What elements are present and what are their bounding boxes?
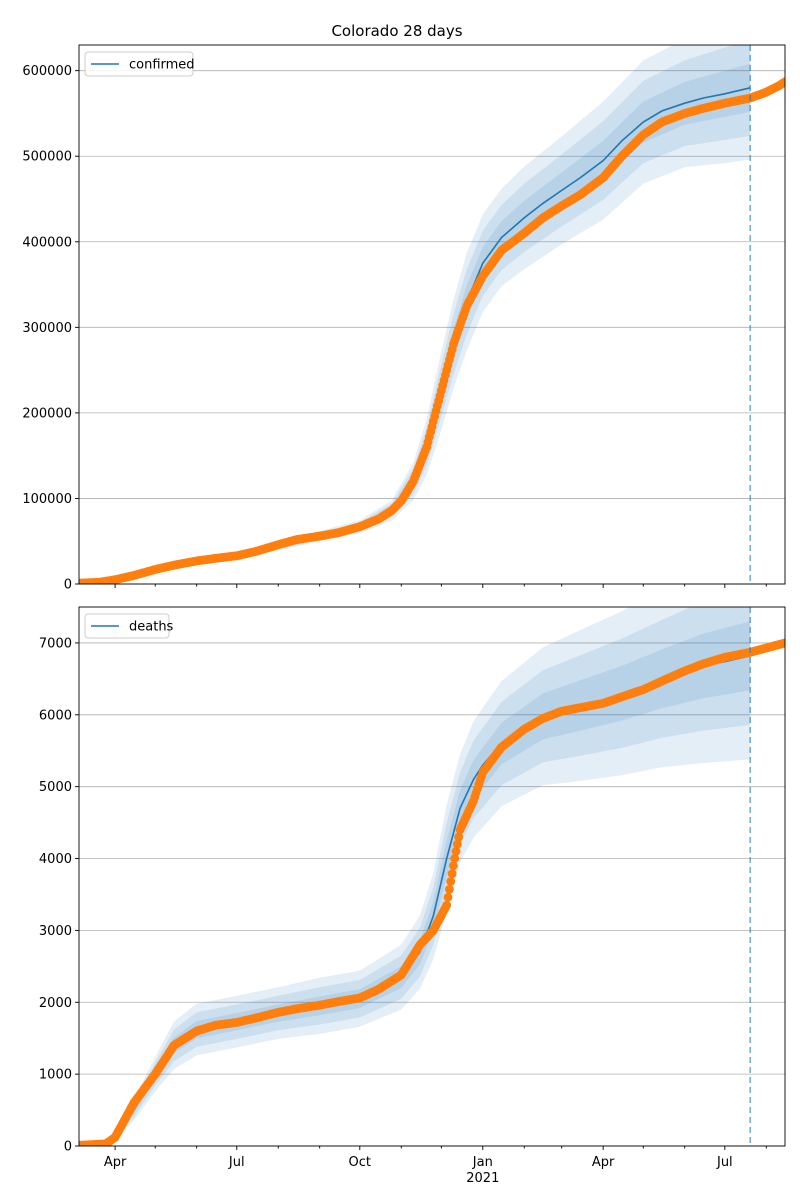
observed-point [442,900,452,910]
observed-points [79,638,785,1146]
x-tick-label: Jul [716,1155,733,1170]
legend: confirmed [84,51,195,77]
x-tick-label: Oct [349,1155,371,1170]
observed-point [447,869,457,878]
y-tick-label: 3000 [39,924,72,939]
x-year-label: 2021 [466,1171,499,1186]
legend-label: confirmed [129,58,195,73]
confirmed-panel: 0 100000 200000 300000 400000 500000 600000 con… [22,44,786,593]
plot-area [79,607,785,1146]
y-tick-label: 100000 [22,492,72,507]
observed-point [451,846,461,856]
legend-box [84,51,194,77]
observed-point [443,892,453,902]
legend-label: deaths [129,620,174,635]
observed-point [453,839,462,849]
y-tick-label: 200000 [22,406,72,421]
y-tick-label: 7000 [39,636,72,651]
band-outer [79,45,751,584]
plot-area [79,45,785,584]
band-inner [79,621,751,1146]
y-tick-label: 6000 [39,708,72,723]
deaths-panel: 0 1000 2000 3000 4000 5000 6000 7000 deaths [39,606,786,1155]
observed-point [445,885,454,894]
observed-point [454,832,464,842]
x-tick-label: Jan [472,1155,493,1170]
y-tick-label: 0 [64,1140,72,1155]
axes-frame [78,44,786,585]
y-tick-label: 300000 [22,321,72,336]
band-mid [79,607,751,1146]
y-tick-label: 0 [64,578,72,593]
chart-title: Colorado 28 days [331,22,462,40]
band-mid [79,45,751,584]
observed-point [449,861,458,871]
y-tick-label: 600000 [22,64,72,79]
x-tick-label: Apr [104,1155,127,1170]
observed-point [446,877,456,886]
observed-point [780,77,785,87]
legend: deaths [84,613,174,639]
y-tick-label: 500000 [22,150,72,165]
axes-frame [78,606,786,1147]
legend-box [84,613,170,639]
y-tick-label: 5000 [39,780,72,795]
y-tick-label: 1000 [39,1068,72,1083]
x-tick-label: Apr [592,1155,615,1170]
y-tick-label: 400000 [22,235,72,250]
x-tick-label: Jul [228,1155,245,1170]
x-axis-labels: Apr Jul Oct Jan Apr Jul 2021 [104,1155,733,1186]
band-outer [79,607,751,1146]
y-tick-label: 2000 [39,996,72,1011]
observed-point [450,854,460,863]
observed-points [79,77,785,584]
observed-point [780,638,785,648]
y-tick-label: 4000 [39,852,72,867]
